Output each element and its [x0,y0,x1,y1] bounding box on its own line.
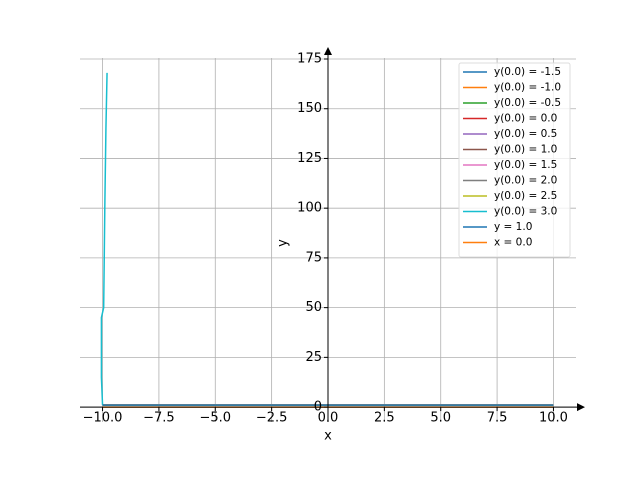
x-axis-arrow [577,403,585,412]
x-axis-label: x [324,429,332,444]
legend-label: y(0.0) = -0.5 [494,97,561,109]
legend-label: y(0.0) = -1.5 [494,66,561,78]
legend-label: y(0.0) = -1.0 [494,82,561,94]
y-tick-label: 50 [305,300,322,315]
y-tick-label: 0 [314,400,322,415]
legend-label: y(0.0) = 1.5 [494,159,557,171]
y-tick-label: 25 [305,350,322,365]
y-axis-arrow [324,47,332,55]
series-line [100,72,108,406]
x-tick-label: −10.0 [83,411,123,426]
x-tick-label: −7.5 [143,411,175,426]
y-tick-label: 150 [297,101,322,116]
x-tick-label: 0.0 [318,411,339,426]
y-tick-label: 175 [297,51,322,66]
x-tick-label: 5.0 [430,411,451,426]
legend-box [458,62,571,258]
y-axis-label: y [276,239,291,247]
x-tick-label: 10.0 [539,411,568,426]
x-tick-label: −5.0 [199,411,231,426]
legend-label: y(0.0) = 3.0 [494,206,557,218]
legend: y(0.0) = -1.5 y(0.0) = -1.0 y(0.0) = -0.5 y… [458,62,571,258]
x-tick-label: 2.5 [374,411,395,426]
y-tick-label: 75 [305,250,322,265]
legend-label: y(0.0) = 0.5 [494,128,557,140]
y-tick-label: 125 [297,151,322,166]
legend-label: y(0.0) = 1.0 [494,144,557,156]
x-tick-label: −2.5 [256,411,288,426]
x-tick-label: 7.5 [487,411,508,426]
legend-label: y(0.0) = 2.5 [494,190,557,202]
y-tick-label: 100 [297,201,322,216]
legend-label: y = 1.0 [494,221,532,233]
legend-label: x = 0.0 [494,237,532,249]
legend-label: y(0.0) = 2.0 [494,175,557,187]
legend-label: y(0.0) = 0.0 [494,113,557,125]
